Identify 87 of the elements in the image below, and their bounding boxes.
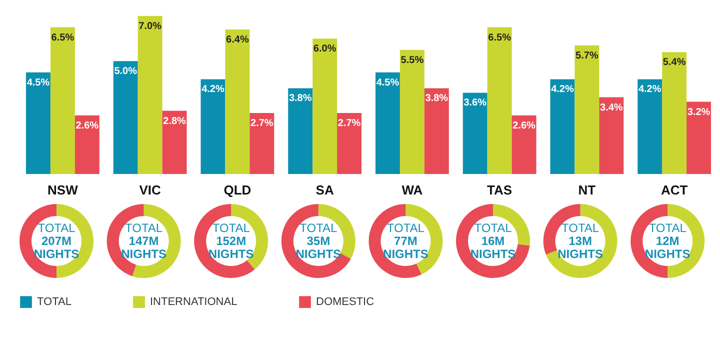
donut-slice xyxy=(546,204,618,278)
donut-slice xyxy=(194,204,255,278)
bar xyxy=(225,30,250,174)
text: 77M xyxy=(394,234,418,248)
bar xyxy=(424,88,449,174)
data-label: 4.2% xyxy=(551,84,574,96)
bar xyxy=(26,72,50,174)
text: 35M xyxy=(306,234,330,248)
text: TOTAL xyxy=(562,221,600,235)
text: TOTAL xyxy=(212,221,250,235)
data-label: 4.5% xyxy=(376,77,400,88)
bar xyxy=(312,38,338,174)
bar xyxy=(599,97,624,174)
data-label: 2.6% xyxy=(76,120,99,132)
data-label: 5.0% xyxy=(114,66,138,78)
bar xyxy=(250,113,274,174)
text: 13M xyxy=(568,234,592,248)
data-label: 4.2% xyxy=(638,84,662,96)
data-label: 3.2% xyxy=(687,106,710,118)
x-tick-label: NT xyxy=(578,182,596,198)
text: NIGHTS xyxy=(296,247,342,261)
x-tick-label: SA xyxy=(316,182,334,198)
data-label: 4.5% xyxy=(26,77,50,88)
legend-label: INTERNATIONAL xyxy=(150,296,238,308)
text: NIGHTS xyxy=(208,247,254,261)
data-label: 2.6% xyxy=(512,120,536,132)
data-label: 3.8% xyxy=(288,93,312,104)
data-label: 6.4% xyxy=(226,34,249,46)
donut-slice xyxy=(281,204,351,278)
text: NIGHTS xyxy=(121,247,166,261)
data-label: 7.0% xyxy=(138,21,162,32)
bar xyxy=(487,27,512,174)
text: 16M xyxy=(481,234,505,248)
bar xyxy=(638,79,662,174)
text: TOTAL xyxy=(648,221,687,235)
bar xyxy=(162,110,187,174)
text: 147M xyxy=(128,234,159,248)
text: NIGHTS xyxy=(558,247,603,261)
data-label: 6.0% xyxy=(313,44,336,55)
bar xyxy=(686,102,712,174)
text: TOTAL xyxy=(300,221,338,235)
bar xyxy=(138,16,162,174)
bar xyxy=(550,79,575,174)
bar xyxy=(113,61,138,174)
bar xyxy=(50,27,75,174)
data-label: 4.2% xyxy=(202,84,224,96)
data-label: 2.7% xyxy=(338,118,361,130)
x-tick-label: ACT xyxy=(660,182,688,198)
bar xyxy=(400,50,424,174)
bar xyxy=(74,115,100,174)
legend-label: DOMESTIC xyxy=(316,296,374,308)
data-label: 2.8% xyxy=(163,116,186,127)
bar xyxy=(662,52,687,174)
data-label: 5.4% xyxy=(662,57,686,68)
data-label: 3.6% xyxy=(464,98,487,109)
bar xyxy=(288,88,313,174)
x-tick-label: TAS xyxy=(487,182,512,198)
text: TOTAL xyxy=(125,221,163,235)
bar xyxy=(337,113,362,174)
data-label: 6.5% xyxy=(488,32,512,44)
text: 152M xyxy=(216,234,246,248)
x-tick-label: NSW xyxy=(48,182,79,198)
x-tick-label: VIC xyxy=(139,182,162,198)
text: NIGHTS xyxy=(34,247,80,261)
data-label: 2.7% xyxy=(250,118,274,130)
text: NIGHTS xyxy=(644,247,690,261)
bar xyxy=(200,79,226,174)
bar xyxy=(512,115,536,174)
data-label: 3.4% xyxy=(600,102,623,114)
text: 207M xyxy=(41,234,72,248)
text: NIGHTS xyxy=(383,247,428,261)
bar xyxy=(462,92,488,174)
data-label: 6.5% xyxy=(51,32,74,44)
legend-label: TOTAL xyxy=(37,296,72,308)
donut-slice xyxy=(456,204,530,278)
x-tick-label: WA xyxy=(402,182,424,198)
data-label: 5.5% xyxy=(400,54,424,66)
data-label: 5.7% xyxy=(576,50,598,62)
data-label: 3.8% xyxy=(425,93,448,104)
text: TOTAL xyxy=(38,221,76,235)
bar xyxy=(375,72,400,174)
text: NIGHTS xyxy=(470,247,516,261)
x-tick-label: QLD xyxy=(224,182,252,198)
bar xyxy=(574,45,600,174)
text: 12M xyxy=(656,234,680,248)
text: TOTAL xyxy=(474,221,512,235)
text: TOTAL xyxy=(386,221,425,235)
